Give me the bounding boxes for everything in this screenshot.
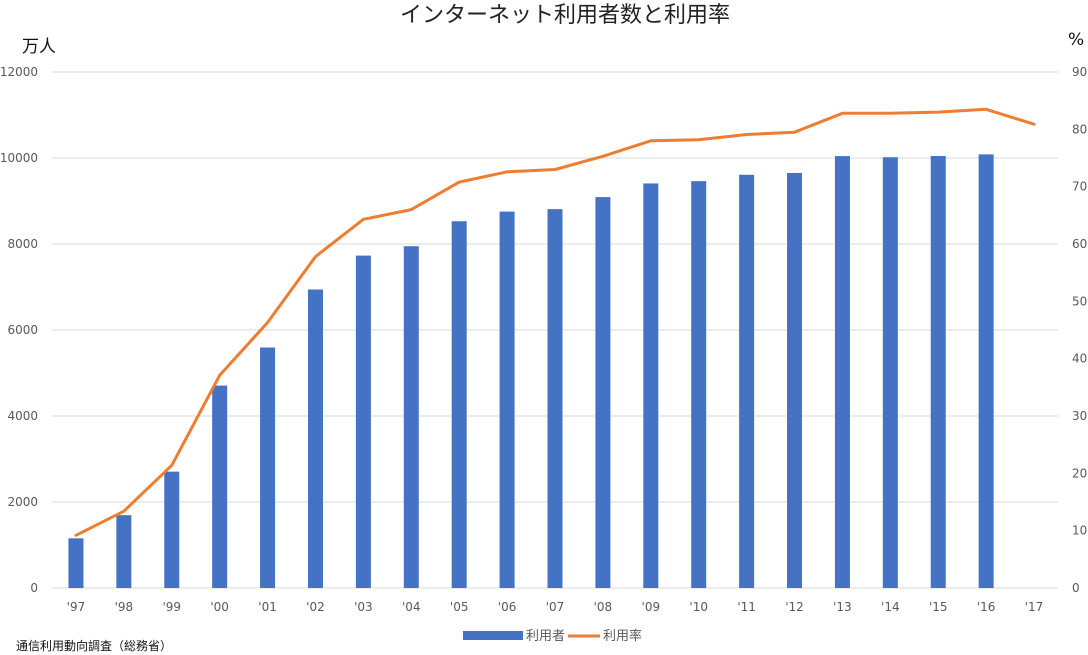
left-axis-tick-label: 2000 [7,495,38,509]
left-axis-ticks: 0 2000 4000 6000 8000 10000 12000 [0,65,38,595]
bar-98 [116,515,132,588]
x-axis-tick-label: '08 [594,600,613,614]
usage-rate-polyline [74,107,1036,537]
x-axis-tick-label: '04 [402,600,421,614]
x-axis-tick-label: '97 [67,600,86,614]
chart-title: インターネット利用者数と利用率 [400,3,730,28]
bar-09 [643,183,659,588]
left-axis-tick-label: 0 [30,581,38,595]
bar-13 [834,156,850,588]
right-axis-tick-label: 20 [1072,466,1087,480]
x-axis-tick-label: '07 [546,600,565,614]
x-axis-tick-label: '17 [1025,600,1044,614]
x-axis-tick-label: '01 [258,600,277,614]
bar-12 [787,172,803,589]
x-axis-tick-label: '12 [785,600,804,614]
x-axis-tick-label: '03 [354,600,373,614]
bar-01 [260,347,276,588]
bar-02 [307,289,323,588]
x-axis-tick-label: '99 [162,600,181,614]
x-axis-tick-label: '09 [642,600,661,614]
right-axis-tick-label: 90 [1072,65,1087,79]
bar-97 [68,538,84,588]
legend-bar-swatch [463,631,523,640]
x-axis-tick-label: '05 [450,600,469,614]
x-axis-tick-label: '02 [306,600,325,614]
right-axis-tick-label: 60 [1072,237,1087,251]
bar-03 [355,255,371,589]
bar-00 [212,385,228,588]
x-axis-tick-label: '15 [929,600,948,614]
x-axis-ticks: '97 '98 '99 '00 '01 '02 '03 '04 '05 '06 '07 '08 '09 '… [67,600,1044,614]
bar-10 [691,181,707,588]
bar-07 [547,209,563,588]
bar-04 [403,246,419,588]
x-axis-tick-label: '06 [498,600,517,614]
right-axis-tick-label: 0 [1072,581,1080,595]
bar-05 [451,221,467,589]
x-axis-tick-label: '16 [977,600,996,614]
legend-label-rate: 利用率 [603,628,642,644]
left-axis-tick-label: 12000 [0,65,38,79]
right-axis-tick-label: 30 [1072,409,1087,423]
right-axis-tick-label: 10 [1072,524,1087,538]
right-axis-tick-label: 50 [1072,294,1087,308]
right-axis-unit-label: % [1068,30,1084,50]
left-axis-tick-label: 10000 [0,151,38,165]
source-note: 通信利用動向調査（総務省） [16,638,172,653]
right-axis-ticks: 0 10 20 30 40 50 60 70 80 90 [1072,65,1087,595]
left-axis-tick-label: 6000 [7,323,38,337]
right-axis-tick-label: 70 [1072,180,1087,194]
x-axis-tick-label: '98 [115,600,134,614]
legend-label-users: 利用者 [526,629,565,644]
bar-16 [978,154,994,588]
right-axis-tick-label: 80 [1072,122,1087,136]
bar-08 [595,197,611,588]
bar-14 [882,157,898,588]
x-axis-tick-label: '00 [210,600,229,614]
usage-rate-line [74,107,1036,537]
x-axis-tick-label: '10 [689,600,708,614]
legend: 利用者 利用率 [463,628,642,644]
x-axis-tick-label: '13 [833,600,852,614]
bar-15 [930,156,946,588]
bar-11 [739,174,755,588]
bar-99 [164,471,180,588]
left-axis-unit-label: 万人 [22,37,56,57]
bar-06 [499,211,515,588]
right-axis-tick-label: 40 [1072,352,1087,366]
left-axis-tick-label: 8000 [7,237,38,251]
users-bars [68,154,994,589]
x-axis-tick-label: '14 [881,600,900,614]
x-axis-tick-label: '11 [737,600,756,614]
left-axis-tick-label: 4000 [7,409,38,423]
